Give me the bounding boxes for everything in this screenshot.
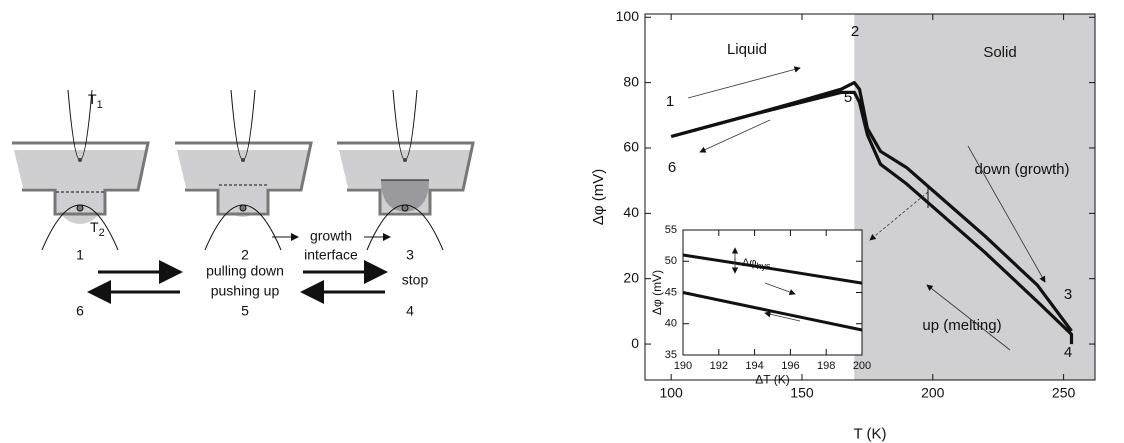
annotation: Solid <box>983 44 1016 61</box>
x-tick-label: 194 <box>745 360 763 372</box>
y-tick-label: 40 <box>623 204 639 220</box>
x-tick-label: 100 <box>659 385 683 401</box>
annotation: 4 <box>1064 344 1072 361</box>
step-label: 1 <box>76 247 84 263</box>
diagram: T1 T2 1 2 3 4 5 6 growth interface pulli… <box>12 89 475 319</box>
pushing-label: pushing up <box>211 283 280 299</box>
x-tick-label: 200 <box>853 360 871 372</box>
dot <box>239 204 247 212</box>
y-tick-label: 50 <box>665 255 677 267</box>
x-tick-label: 192 <box>710 360 728 372</box>
x-tick-label: 198 <box>817 360 835 372</box>
arrow <box>687 66 801 99</box>
crystal <box>381 180 429 212</box>
x-tick-label: 190 <box>674 360 692 372</box>
y-tick-label: 60 <box>623 139 639 155</box>
y-axis-label: Δφ (mV) <box>650 270 664 315</box>
hys-main: Δφ <box>742 257 756 269</box>
step-label: 4 <box>406 303 414 319</box>
annotation: 5 <box>844 89 852 106</box>
dot <box>401 204 409 212</box>
isotherm <box>392 89 418 161</box>
y-tick-label: 35 <box>665 349 677 361</box>
data-line <box>682 291 863 332</box>
x-tick-label: 196 <box>781 360 799 372</box>
t1-label: T1 <box>88 91 103 111</box>
arrow <box>869 191 929 241</box>
step-label: 2 <box>241 247 249 263</box>
crucible <box>12 141 150 216</box>
data-line <box>682 253 863 285</box>
isotherm <box>230 89 256 161</box>
x-tick-label: 200 <box>921 385 945 401</box>
x-tick-label: 150 <box>790 385 814 401</box>
dot <box>241 158 245 162</box>
y-tick-label: 100 <box>616 8 640 24</box>
y-tick-label: 80 <box>623 73 639 89</box>
y-tick-label: 40 <box>665 318 677 330</box>
hys-sub: hys <box>756 261 771 271</box>
arrow <box>764 311 801 322</box>
pulling-label: pulling down <box>206 263 284 279</box>
x-axis-label: ΔT (K) <box>755 372 789 386</box>
inset-bg <box>683 230 862 355</box>
y-tick-label: 55 <box>665 224 677 236</box>
arrow <box>926 284 1011 351</box>
hys-label: Δφhys <box>742 257 771 271</box>
annotation: Liquid <box>727 41 767 58</box>
dot <box>76 204 84 212</box>
y-axis-label: Δφ (mV) <box>590 169 607 225</box>
crucible <box>175 141 313 216</box>
step-label: 5 <box>241 303 249 319</box>
melt <box>177 150 309 212</box>
plot-frame <box>644 13 1096 381</box>
melt <box>14 150 146 212</box>
t2-label: T2 <box>90 219 105 239</box>
annotation: down (growth) <box>974 161 1069 178</box>
crystal <box>219 185 267 217</box>
data-line <box>670 90 1074 345</box>
y-tick-label: 20 <box>623 269 639 285</box>
arrow <box>967 145 1046 283</box>
step-label: 6 <box>76 303 84 319</box>
dot <box>403 158 407 162</box>
crucible <box>337 141 475 216</box>
stop-label: stop <box>402 272 429 288</box>
arrow <box>764 282 796 296</box>
growth-label: growth <box>310 228 352 244</box>
dot <box>78 158 82 162</box>
annotation: up (melting) <box>922 317 1001 334</box>
step-label: 3 <box>406 247 414 263</box>
x-axis-label: T (K) <box>853 426 886 443</box>
y-tick-label: 45 <box>665 286 677 298</box>
annotation: 2 <box>851 23 859 40</box>
interface-label: interface <box>304 247 358 263</box>
arrow <box>699 119 771 153</box>
annotation: 1 <box>666 93 674 110</box>
x-tick-label: 250 <box>1052 385 1076 401</box>
annotation: 6 <box>668 159 676 176</box>
annotation: 3 <box>1064 286 1072 303</box>
y-tick-label: 0 <box>631 335 639 351</box>
